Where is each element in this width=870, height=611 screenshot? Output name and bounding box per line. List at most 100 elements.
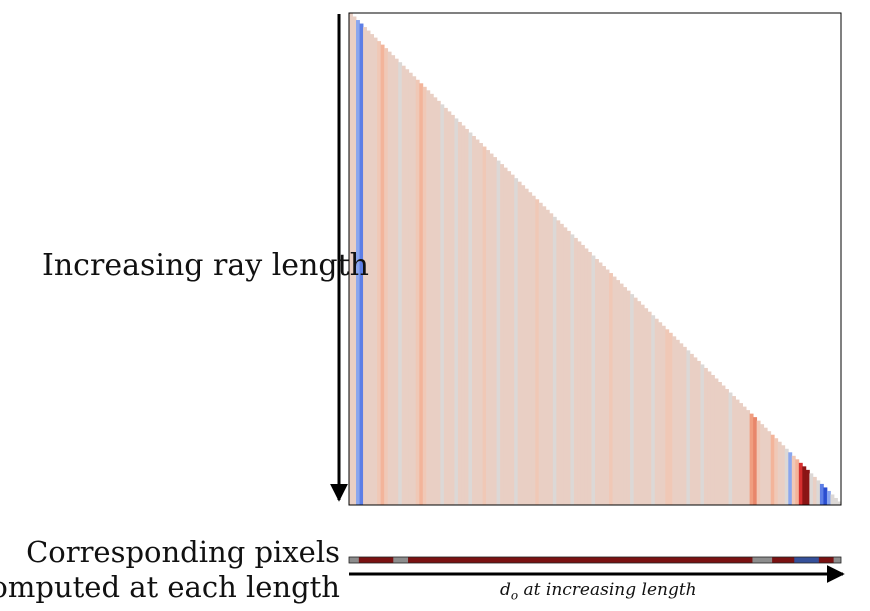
heatmap-column — [777, 441, 782, 505]
heatmap-column — [419, 83, 424, 505]
pixels-label-line-2: computed at each length — [0, 570, 340, 604]
pixel-strip-segment — [349, 557, 359, 563]
heatmap-column — [394, 58, 399, 505]
heatmap-column — [577, 241, 582, 505]
heatmap-column — [742, 406, 747, 505]
heatmap-column — [482, 146, 487, 506]
heatmap-column — [447, 111, 452, 506]
heatmap-column — [795, 459, 800, 505]
heatmap-column — [500, 164, 505, 506]
heatmap-column — [454, 118, 459, 506]
heatmap-column — [429, 93, 434, 505]
heatmap-column — [517, 181, 522, 505]
heatmap-column — [356, 20, 360, 506]
heatmap-column — [623, 287, 628, 505]
heatmap-column — [767, 431, 772, 505]
heatmap-column — [422, 86, 427, 506]
heatmap-column — [710, 374, 715, 505]
heatmap-column — [619, 283, 624, 505]
heatmap-column — [479, 143, 483, 505]
heatmap-column — [833, 497, 838, 505]
heatmap-column — [609, 273, 613, 505]
heatmap-column — [363, 27, 367, 506]
heatmap-column — [387, 51, 392, 505]
heatmap-column — [503, 167, 508, 505]
heatmap-column — [816, 480, 821, 505]
heatmap-column — [472, 136, 476, 505]
heatmap-column — [359, 23, 364, 505]
heatmap-column — [510, 174, 515, 505]
heatmap-column — [433, 97, 438, 505]
heatmap-column — [524, 188, 529, 505]
heatmap-column — [602, 266, 606, 505]
heatmap-column — [837, 501, 842, 505]
heatmap-column — [552, 216, 557, 505]
heatmap-column — [612, 276, 617, 505]
heatmap-column — [570, 234, 575, 505]
heatmap-column — [644, 308, 649, 505]
heatmap-column — [616, 280, 620, 505]
heatmap-column — [756, 420, 761, 505]
heatmap-column — [746, 410, 751, 505]
heatmap-column — [563, 227, 568, 505]
heatmap-column — [401, 65, 406, 506]
heatmap-column — [784, 448, 789, 505]
heatmap-column — [672, 336, 677, 505]
heatmap-column — [640, 304, 645, 505]
heatmap-column — [352, 16, 357, 505]
heatmap-column — [531, 195, 536, 506]
heatmap-column — [630, 294, 635, 505]
heatmap-column — [696, 360, 701, 505]
heatmap-column — [626, 290, 631, 505]
heatmap-column — [682, 346, 687, 505]
caption-rest: at increasing length — [518, 580, 697, 600]
heatmap-column — [651, 315, 656, 505]
heatmap-column — [573, 237, 578, 505]
heatmap-column — [812, 476, 817, 505]
heatmap-column — [703, 367, 708, 505]
heatmap-column — [521, 185, 526, 505]
caption-sub: o — [510, 588, 519, 603]
heatmap-column — [380, 44, 385, 505]
heatmap-column — [514, 178, 519, 506]
heatmap-column — [436, 100, 441, 506]
pixel-strip-segment — [794, 557, 819, 563]
heatmap-column — [637, 301, 642, 505]
heatmap-column — [654, 318, 659, 505]
heatmap-column — [366, 30, 371, 505]
heatmap-column — [415, 79, 420, 506]
heatmap-column — [398, 62, 403, 505]
heatmap-column — [384, 48, 389, 505]
pixels-label: Corresponding pixels computed at each le… — [0, 535, 340, 605]
heatmap-column — [788, 452, 793, 505]
ray-length-label: Increasing ray length — [42, 248, 369, 283]
heatmap-column — [718, 382, 722, 505]
heatmap-column — [408, 72, 413, 506]
heatmap-column — [405, 69, 410, 505]
heatmap-column — [633, 297, 638, 505]
pixel-strip-base — [349, 557, 841, 563]
heatmap-column — [675, 339, 680, 505]
heatmap-column — [791, 455, 796, 505]
heatmap-column — [373, 37, 378, 505]
heatmap-column — [464, 128, 469, 505]
heatmap-column — [496, 160, 501, 505]
heatmap-column — [412, 76, 417, 505]
heatmap-column — [679, 343, 684, 505]
heatmap-column — [805, 469, 810, 505]
heatmap-column — [826, 490, 831, 505]
heatmap-column — [443, 107, 448, 505]
heatmap-column — [461, 125, 466, 506]
heatmap-column — [507, 171, 512, 505]
heatmap-column — [819, 483, 824, 505]
heatmap-column — [753, 417, 758, 505]
heatmap-column — [493, 157, 497, 505]
heatmap-column — [556, 220, 561, 505]
heatmap-column — [661, 325, 666, 505]
heatmap-column — [735, 399, 740, 505]
heatmap-column — [559, 223, 564, 506]
heatmap-column — [802, 466, 807, 505]
heatmap-column — [749, 413, 754, 505]
heatmap-column — [377, 41, 382, 506]
